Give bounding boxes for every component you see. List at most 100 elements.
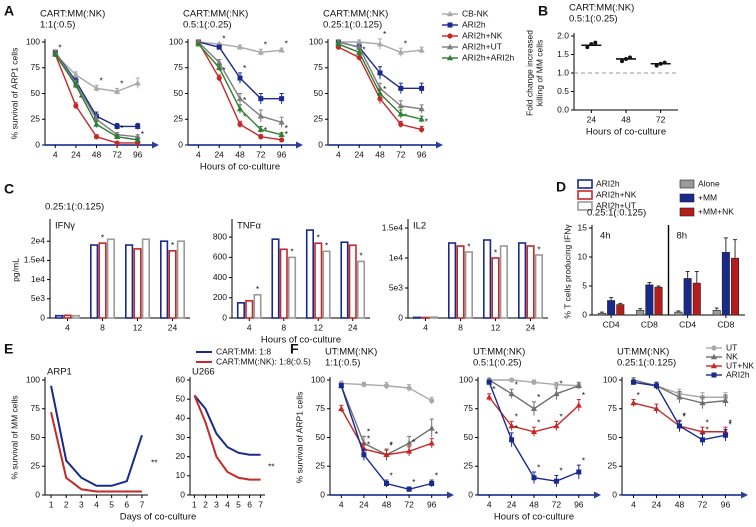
- group-label: 4h: [600, 231, 611, 242]
- marker: [376, 90, 384, 96]
- significance: *: [683, 411, 687, 421]
- data-point: [658, 61, 663, 66]
- bar: [517, 242, 527, 319]
- y-tick-label: 75: [314, 62, 324, 72]
- marker: [406, 448, 413, 454]
- chart-title: CART:MM(:NK): [183, 9, 248, 20]
- significance: *: [729, 417, 733, 427]
- marker: [134, 79, 141, 86]
- x-tick-label: 12: [491, 322, 501, 332]
- y-tick-label: 100: [169, 36, 183, 46]
- series-line: [193, 394, 261, 456]
- marker: [654, 383, 659, 389]
- significance: *: [359, 251, 363, 261]
- y-tick-label: 50: [314, 88, 324, 98]
- y-tick-label: 50: [31, 432, 41, 442]
- y-tick-label: 75: [316, 403, 326, 413]
- marker: [216, 75, 222, 81]
- x-tick-label: 72: [552, 499, 562, 509]
- y-tick-label: 50: [316, 432, 326, 442]
- marker: [257, 49, 264, 55]
- x-tick-label: 72: [396, 149, 406, 159]
- significance: *: [285, 129, 289, 139]
- marker: [553, 422, 560, 429]
- bar: [712, 310, 721, 316]
- marker: [653, 405, 660, 412]
- bar: [71, 314, 80, 319]
- marker: [406, 385, 412, 391]
- significance: *: [729, 420, 733, 430]
- marker: [576, 469, 582, 475]
- marker: [279, 137, 285, 143]
- y-tick-label: 0: [318, 139, 323, 149]
- x-tick-label: 96: [574, 499, 584, 509]
- bar: [125, 244, 134, 319]
- x-tick-label: 7: [258, 499, 263, 509]
- significance: *: [290, 247, 294, 257]
- y-tick-label: 10: [176, 470, 186, 480]
- y-tick-label: 100: [311, 374, 325, 384]
- significance: **: [151, 458, 158, 468]
- x-tick-label: 96: [277, 149, 287, 159]
- x-tick-label: 24: [214, 149, 224, 159]
- significance: *: [79, 93, 83, 103]
- marker: [676, 393, 683, 400]
- legend-label: ARI2h: [726, 369, 750, 379]
- chart-title: UT:MM(:NK): [325, 347, 377, 358]
- y-tick-label: 1.0: [557, 67, 569, 77]
- marker: [509, 437, 515, 443]
- x-tick-label: 4: [423, 322, 428, 332]
- marker: [73, 103, 79, 109]
- chart-subtitle: 0.25:1(:0.125): [617, 358, 676, 369]
- marker: [377, 96, 383, 102]
- significance: *: [120, 79, 124, 89]
- bar: [322, 250, 331, 319]
- x-tick-label: 72: [698, 499, 708, 509]
- bar: [141, 238, 151, 319]
- significance: *: [706, 417, 710, 427]
- marker: [257, 112, 264, 119]
- significance: *: [367, 434, 371, 444]
- y-tick-label: 0: [178, 139, 183, 149]
- legend-label: +MM+NK: [698, 206, 734, 216]
- bar: [645, 284, 654, 316]
- significance: *: [58, 43, 62, 53]
- y-tick-label: 75: [608, 403, 618, 413]
- y-tick-label: 25: [608, 461, 618, 471]
- marker: [236, 43, 244, 50]
- y-tick-label: 0: [398, 312, 403, 322]
- y-tick-label: 100: [309, 36, 323, 46]
- data-point: [662, 60, 667, 65]
- marker: [258, 134, 264, 140]
- x-tick-label: 4: [487, 499, 492, 509]
- significance: *: [285, 123, 289, 133]
- marker: [700, 437, 705, 443]
- marker: [486, 379, 492, 385]
- significance: *: [141, 129, 145, 139]
- y-tick-label: 25: [314, 114, 324, 124]
- y-tick-label: 5: [582, 280, 587, 290]
- legend-label: ARI2h+NK: [462, 30, 503, 40]
- significance: *: [492, 384, 496, 394]
- chart-title: CART:MM(:NK): [323, 9, 388, 20]
- significance: *: [559, 412, 563, 422]
- legend-label: +MM: [698, 192, 717, 202]
- marker: [361, 382, 367, 388]
- marker: [575, 402, 582, 408]
- significance: *: [537, 392, 541, 402]
- significance: *: [435, 429, 439, 439]
- marker: [631, 379, 636, 385]
- marker: [398, 121, 404, 127]
- marker: [446, 54, 454, 61]
- x-tick-label: CD8: [641, 319, 658, 329]
- y-tick-label: 10: [578, 251, 588, 261]
- y-tick-label: 75: [174, 62, 184, 72]
- y-tick-label: 1.5e4: [382, 222, 404, 232]
- bar: [236, 302, 246, 319]
- y-tick-label: 50: [464, 432, 474, 442]
- bar: [279, 248, 288, 319]
- x-tick-label: CD4: [603, 319, 620, 329]
- axis-arrow: [447, 491, 454, 499]
- x-tick-label: 24: [168, 322, 178, 332]
